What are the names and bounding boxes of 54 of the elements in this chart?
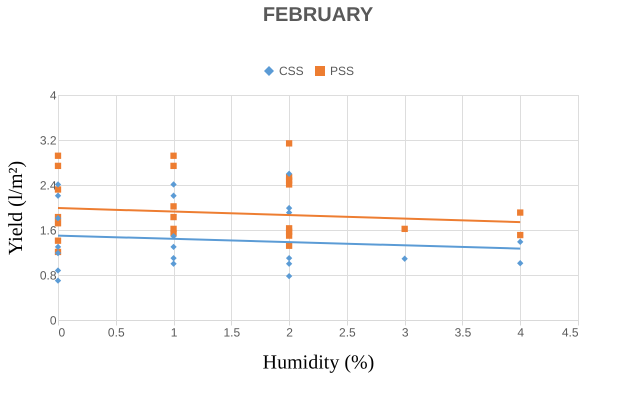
point (54, 267, 62, 274)
point (54, 152, 62, 159)
y-tick-label: 0 (50, 314, 57, 328)
point (517, 209, 524, 216)
legend-label: PSS (330, 64, 354, 78)
y-tick-label: 0.8 (40, 268, 57, 282)
point (170, 254, 177, 262)
point (402, 256, 408, 262)
point (517, 238, 524, 245)
x-axis-title: Humidity (%) (262, 352, 374, 374)
point (402, 226, 408, 232)
point (286, 232, 292, 239)
y-tick-label: 4 (50, 88, 57, 102)
point (170, 181, 177, 188)
y-tick-label: 3.2 (40, 134, 57, 148)
point (54, 244, 62, 250)
x-tick-label: 2.5 (339, 326, 356, 340)
point (517, 232, 524, 238)
point (286, 242, 292, 249)
point (517, 260, 524, 266)
legend-label: CSS (279, 64, 304, 78)
x-tick-label: 3.5 (454, 326, 472, 340)
x-tick-label: 2 (286, 326, 294, 340)
point (54, 277, 62, 284)
x-tick-label: 4 (517, 326, 524, 340)
point (54, 192, 62, 199)
point (286, 254, 292, 262)
point (54, 220, 62, 226)
point (286, 181, 292, 188)
x-tick-label: 1 (170, 326, 178, 340)
point (170, 244, 177, 250)
point (286, 140, 292, 147)
point (170, 162, 177, 170)
point (286, 170, 292, 177)
y-axis-title: Yield (l/m²) (4, 160, 27, 256)
point (170, 152, 177, 159)
point (286, 204, 292, 212)
chart-title: FEBRUARY (262, 4, 374, 26)
x-tick-label: 3 (402, 326, 409, 340)
x-tick-label: 0.5 (108, 326, 125, 340)
x-tick-label: 4.5 (562, 326, 579, 340)
point (170, 203, 177, 210)
point (286, 260, 292, 267)
point (170, 214, 177, 220)
point (54, 238, 62, 244)
x-tick-label: 0 (58, 326, 66, 340)
point (170, 192, 177, 199)
point (170, 260, 177, 267)
y-tick-label: 1.6 (40, 224, 57, 238)
y-tick-label: 2.4 (40, 178, 57, 192)
point (54, 181, 62, 188)
x-tick-label: 1.5 (223, 326, 240, 340)
point (286, 272, 292, 280)
point (54, 162, 62, 170)
